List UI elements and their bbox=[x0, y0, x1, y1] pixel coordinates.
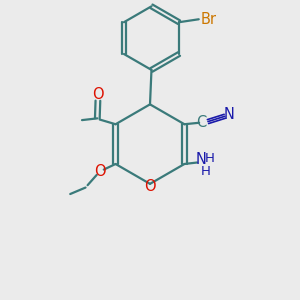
Text: O: O bbox=[92, 87, 104, 102]
Text: O: O bbox=[94, 164, 106, 179]
Text: Br: Br bbox=[201, 12, 217, 27]
Text: C: C bbox=[196, 115, 206, 130]
Text: N: N bbox=[224, 107, 234, 122]
Text: H: H bbox=[201, 165, 211, 178]
Text: H: H bbox=[205, 152, 215, 166]
Text: N: N bbox=[195, 152, 206, 167]
Text: O: O bbox=[144, 179, 156, 194]
